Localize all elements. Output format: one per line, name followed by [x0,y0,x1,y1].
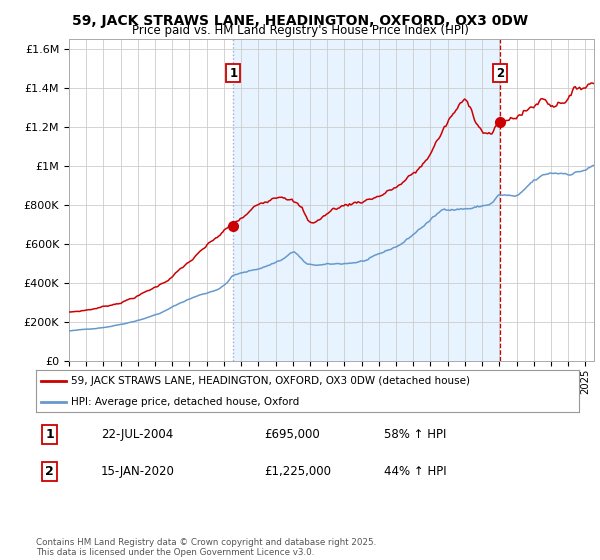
Text: 2: 2 [496,67,504,80]
Text: 22-JUL-2004: 22-JUL-2004 [101,428,173,441]
Text: 1: 1 [45,428,54,441]
Text: 59, JACK STRAWS LANE, HEADINGTON, OXFORD, OX3 0DW (detached house): 59, JACK STRAWS LANE, HEADINGTON, OXFORD… [71,376,470,386]
Text: Contains HM Land Registry data © Crown copyright and database right 2025.
This d: Contains HM Land Registry data © Crown c… [36,538,376,557]
Text: 59, JACK STRAWS LANE, HEADINGTON, OXFORD, OX3 0DW: 59, JACK STRAWS LANE, HEADINGTON, OXFORD… [72,14,528,28]
Text: 2: 2 [45,465,54,478]
Text: £1,225,000: £1,225,000 [264,465,331,478]
Text: 15-JAN-2020: 15-JAN-2020 [101,465,175,478]
Text: Price paid vs. HM Land Registry's House Price Index (HPI): Price paid vs. HM Land Registry's House … [131,24,469,37]
Text: 58% ↑ HPI: 58% ↑ HPI [383,428,446,441]
Bar [233,39,500,361]
Text: 1: 1 [229,67,238,80]
Text: 44% ↑ HPI: 44% ↑ HPI [383,465,446,478]
Text: HPI: Average price, detached house, Oxford: HPI: Average price, detached house, Oxfo… [71,398,299,407]
Text: £695,000: £695,000 [264,428,320,441]
